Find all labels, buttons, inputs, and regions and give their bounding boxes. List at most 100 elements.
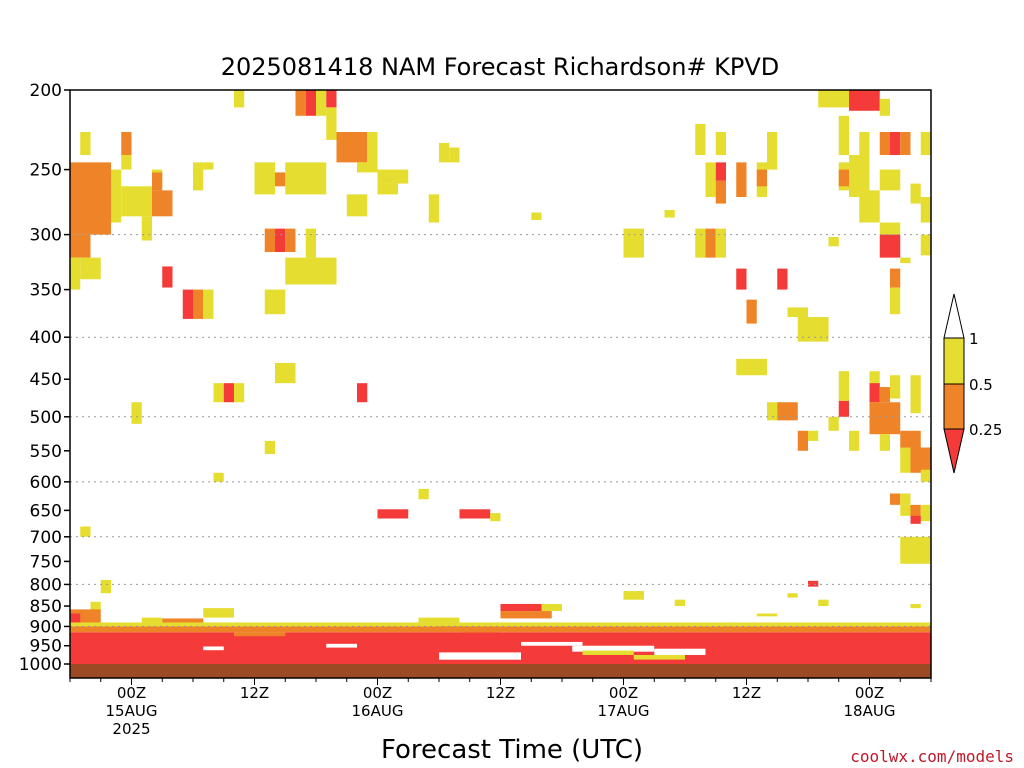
- legend-label-1: 1: [969, 330, 979, 348]
- heatmap-cell: [623, 591, 644, 600]
- heatmap-cell: [910, 603, 921, 609]
- heatmap-cell: [305, 90, 316, 116]
- heatmap-cell: [203, 608, 234, 618]
- heatmap-cell: [879, 387, 890, 403]
- heatmap-cell: [736, 268, 747, 290]
- x-tick-label: 00Z: [855, 684, 884, 702]
- heatmap-cell: [162, 266, 173, 288]
- heatmap-cell: [80, 132, 91, 156]
- heatmap-cell: [141, 617, 163, 627]
- heatmap-cell: [869, 383, 880, 403]
- heatmap-cell: [900, 493, 911, 505]
- credit-link[interactable]: coolwx.com/models: [850, 747, 1014, 766]
- heatmap-cell: [346, 194, 368, 217]
- heatmap-cell: [715, 132, 726, 156]
- heatmap-cell: [736, 162, 747, 198]
- heatmap-cell: [182, 289, 193, 319]
- heatmap-cell: [900, 132, 911, 156]
- heatmap-cell: [367, 132, 378, 170]
- heatmap-cell: [890, 132, 901, 156]
- heatmap-cell: [121, 186, 152, 217]
- heatmap-cell: [777, 268, 788, 290]
- heatmap-cell: [326, 90, 337, 108]
- heatmap-cell: [654, 648, 706, 655]
- heatmap-cell: [80, 526, 91, 537]
- heatmap-cell: [521, 641, 583, 646]
- x-tick-label: 12Z: [240, 684, 269, 702]
- y-tick-label: 600: [30, 473, 62, 493]
- heatmap-cell: [439, 142, 450, 163]
- heatmap-cell: [879, 222, 901, 235]
- heatmap-cell: [900, 447, 911, 473]
- heatmap-cell: [193, 162, 204, 191]
- heatmap-cell: [336, 132, 368, 163]
- heatmap-cell: [808, 430, 819, 441]
- heatmap-cell: [264, 440, 275, 455]
- heatmap-cell: [797, 430, 808, 451]
- x-tick-label: 12Z: [486, 684, 515, 702]
- heatmap-cell: [787, 307, 808, 318]
- heatmap-cell: [890, 493, 901, 505]
- heatmap-cell: [418, 488, 429, 500]
- y-tick-label: 550: [30, 442, 62, 462]
- heatmap-cell: [633, 654, 685, 660]
- heatmap-cell: [797, 317, 829, 342]
- heatmap-cell: [838, 115, 849, 156]
- x-tick-label: 18AUG: [844, 702, 896, 720]
- heatmap-cell: [285, 228, 296, 253]
- heatmap-cell: [859, 132, 870, 156]
- x-tick-label: 2025: [112, 720, 150, 738]
- heatmap-cell: [213, 383, 224, 403]
- y-tick-label: 750: [30, 552, 62, 572]
- heatmap-cell: [326, 643, 357, 648]
- heatmap-cell: [695, 228, 706, 258]
- y-tick-label: 1000: [19, 655, 62, 675]
- heatmap-cell: [910, 504, 921, 522]
- x-axis-label: Forecast Time (UTC): [381, 735, 643, 765]
- heatmap-cell: [428, 194, 439, 223]
- heatmap-cell: [767, 402, 778, 421]
- heatmap-cell: [254, 162, 275, 195]
- heatmap-cell: [223, 383, 234, 403]
- heatmap-cell: [152, 172, 163, 191]
- heatmap-cell: [285, 257, 337, 285]
- heatmap-cell: [756, 169, 767, 187]
- heatmap-cell: [203, 646, 224, 651]
- legend-label-0-25: 0.25: [969, 421, 1002, 439]
- heatmap-cell: [890, 287, 901, 315]
- chart-title: 2025081418 NAM Forecast Richardson# KPVD: [221, 53, 780, 81]
- heatmap-cell: [623, 228, 644, 258]
- legend-label-0-5: 0.5: [969, 376, 993, 394]
- heatmap-cell: [838, 400, 849, 417]
- heatmap-cell: [879, 434, 890, 451]
- heatmap-cell: [900, 536, 931, 564]
- y-tick-label: 350: [30, 281, 62, 301]
- y-tick-label: 850: [30, 597, 62, 617]
- y-tick-label: 500: [30, 408, 62, 428]
- heatmap-cell: [910, 183, 921, 204]
- heatmap-cell: [490, 513, 501, 522]
- heatmap-cell: [234, 632, 286, 637]
- heatmap-cell: [141, 216, 152, 241]
- heatmap-cell: [264, 228, 275, 253]
- heatmap-cell: [777, 402, 798, 421]
- heatmap-cell: [818, 599, 829, 607]
- heatmap-cell: [869, 402, 901, 435]
- heatmap-cell: [849, 430, 860, 451]
- legend-swatch-yellow: [943, 337, 965, 385]
- heatmap-cell: [541, 603, 562, 612]
- heatmap-cell: [357, 383, 368, 403]
- heatmap-cell: [900, 257, 911, 264]
- heatmap-cell: [111, 169, 122, 223]
- heatmap-cell: [70, 626, 931, 633]
- color-legend: 1 0.5 0.25: [943, 293, 1002, 474]
- heatmap-cell: [152, 190, 173, 217]
- heatmap-cell: [100, 579, 111, 594]
- heatmap-cell: [377, 169, 409, 184]
- y-tick-label: 450: [30, 370, 62, 390]
- heatmap-cell: [890, 268, 901, 288]
- heatmap-cell: [449, 147, 460, 163]
- y-tick-label: 700: [30, 528, 62, 548]
